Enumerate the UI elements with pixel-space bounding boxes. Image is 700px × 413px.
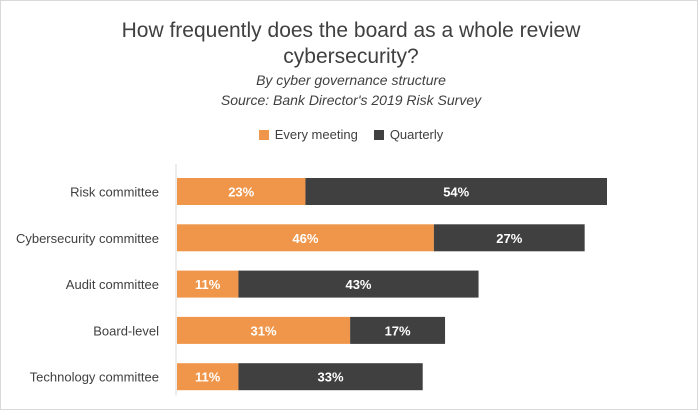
chart-title-line-1: How frequently does the board as a whole… [121, 19, 581, 42]
data-label-quarterly: 43% [345, 277, 371, 292]
bar-every-meeting [177, 270, 239, 298]
bar-quarterly [433, 224, 585, 252]
data-label-quarterly: 17% [385, 323, 411, 338]
data-label-quarterly: 54% [443, 185, 469, 200]
category-label: Audit committee [66, 277, 159, 292]
data-label-quarterly: 27% [496, 231, 522, 246]
category-label: Board-level [93, 323, 159, 338]
legend-label-quarterly: Quarterly [389, 127, 444, 142]
chart-subtitle-line-1: By cyber governance structure [256, 72, 446, 88]
chart-title-line-2: cybersecurity? [283, 45, 419, 68]
category-label: Risk committee [70, 185, 159, 200]
data-label-every-meeting: 31% [251, 323, 277, 338]
legend-label-every-meeting: Every meeting [274, 127, 358, 142]
legend-item-quarterly: Quarterly [373, 127, 444, 142]
bar-quarterly [305, 178, 607, 205]
bar-every-meeting [177, 363, 239, 391]
data-label-every-meeting: 11% [195, 370, 221, 385]
data-label-every-meeting: 23% [228, 185, 254, 200]
bar-quarterly [238, 270, 479, 298]
category-label: Technology committee [30, 370, 159, 385]
legend-item-every-meeting: Every meeting [258, 127, 358, 142]
data-label-every-meeting: 46% [292, 231, 318, 246]
legend-swatch-quarterly [373, 129, 384, 140]
bar-every-meeting [177, 178, 306, 205]
bar-every-meeting [177, 316, 351, 344]
bar-quarterly [350, 316, 446, 344]
bar-every-meeting [177, 224, 434, 252]
data-label-every-meeting: 11% [195, 277, 221, 292]
category-label: Cybersecurity committee [16, 231, 159, 246]
legend-swatch-every-meeting [258, 129, 269, 140]
data-label-quarterly: 33% [318, 370, 344, 385]
chart-subtitle-line-2: Source: Bank Director's 2019 Risk Survey [220, 92, 482, 108]
chart-legend: Every meeting Quarterly [1, 127, 700, 142]
bar-quarterly [238, 363, 423, 391]
